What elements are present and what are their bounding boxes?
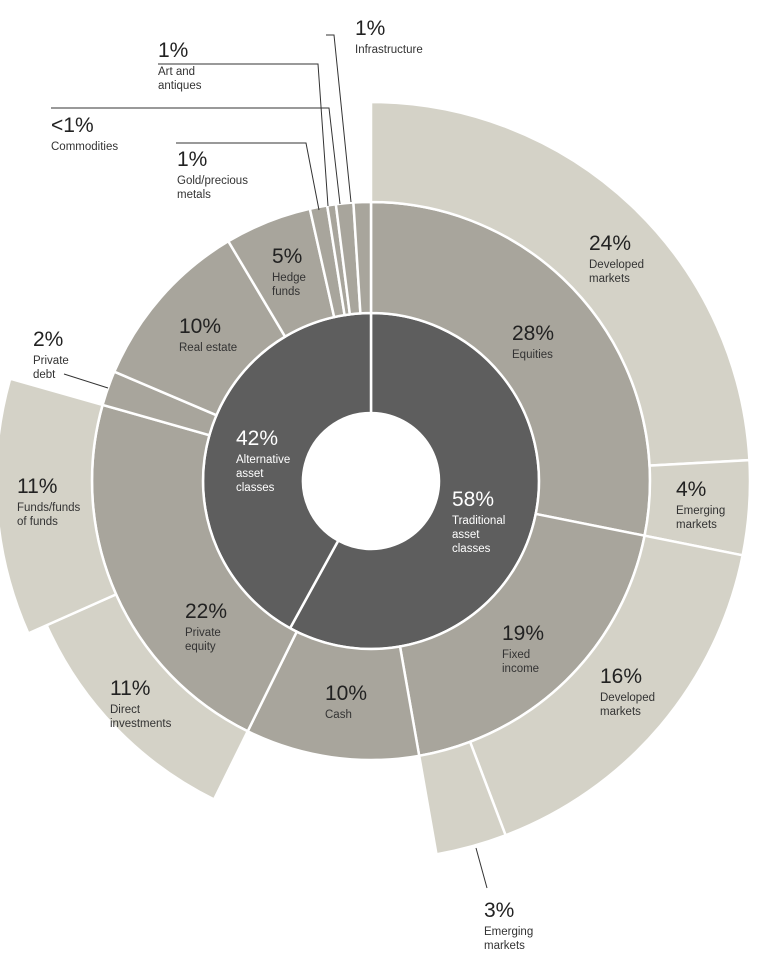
center-hole-circle bbox=[303, 413, 439, 549]
outer-segment-funds-of-funds bbox=[0, 377, 118, 635]
value-label-commodities: <1% bbox=[51, 114, 94, 137]
value-label-private-debt: 2% bbox=[33, 328, 63, 351]
leader-line-art-and-antiques bbox=[158, 63, 329, 207]
middle-label-commodities: <1% Commodities bbox=[51, 114, 118, 153]
category-label-alternative-1: asset bbox=[236, 468, 264, 480]
inner-label-traditional: 58% Traditional asset classes bbox=[452, 488, 505, 555]
leader-line-commodities bbox=[51, 107, 341, 205]
value-label-funds-of-funds: 11% bbox=[17, 475, 57, 498]
value-label-alternative: 42% bbox=[236, 427, 278, 450]
leader-lines bbox=[51, 34, 488, 889]
category-label-fixed-income-developed-1: markets bbox=[600, 706, 641, 718]
value-label-equities-emerging: 4% bbox=[676, 478, 706, 501]
outer-label-fixed-income-emerging: 3% Emerging markets bbox=[484, 899, 533, 952]
value-label-infrastructure: 1% bbox=[355, 17, 385, 40]
category-label-traditional-0: Traditional bbox=[452, 515, 505, 527]
category-label-private-debt-0: Private bbox=[33, 355, 69, 367]
category-label-fixed-income-0: Fixed bbox=[502, 649, 530, 661]
leader-line-gold-precious-metals bbox=[176, 142, 320, 211]
category-label-private-equity-1: equity bbox=[185, 641, 216, 653]
category-label-funds-of-funds-0: Funds/funds bbox=[17, 502, 81, 514]
middle-segment-infrastructure bbox=[352, 200, 373, 315]
outer-label-direct-investments: 11% Direct investments bbox=[110, 677, 172, 730]
category-label-funds-of-funds-1: of funds bbox=[17, 516, 58, 528]
value-label-equities: 28% bbox=[512, 322, 554, 345]
value-label-cash: 10% bbox=[325, 682, 367, 705]
category-label-alternative-0: Alternative bbox=[236, 454, 290, 466]
middle-label-cash: 10% Cash bbox=[325, 682, 367, 721]
category-label-private-debt-1: debt bbox=[33, 369, 56, 381]
value-label-traditional: 58% bbox=[452, 488, 494, 511]
outer-label-funds-of-funds: 11% Funds/funds of funds bbox=[17, 475, 81, 528]
value-label-private-equity: 22% bbox=[185, 600, 227, 623]
value-label-hedge-funds: 5% bbox=[272, 245, 302, 268]
middle-label-fixed-income: 19% Fixed income bbox=[502, 622, 544, 675]
outer-segment-fixed-income-emerging bbox=[417, 740, 508, 856]
value-label-real-estate: 10% bbox=[179, 315, 221, 338]
leader-line-fixed-income-emerging bbox=[475, 847, 488, 889]
outer-label-equities-emerging: 4% Emerging markets bbox=[676, 478, 725, 531]
middle-label-hedge-funds: 5% Hedge funds bbox=[272, 245, 306, 298]
value-label-art-and-antiques: 1% bbox=[158, 39, 188, 62]
value-label-fixed-income-emerging: 3% bbox=[484, 899, 514, 922]
value-label-gold-precious-metals: 1% bbox=[177, 148, 207, 171]
category-label-traditional-2: classes bbox=[452, 543, 491, 555]
middle-label-gold-precious-metals: 1% Gold/precious metals bbox=[177, 148, 248, 201]
leader-line-private-debt bbox=[63, 373, 109, 389]
category-label-fixed-income-developed-0: Developed bbox=[600, 692, 655, 704]
category-label-equities-emerging-0: Emerging bbox=[676, 505, 725, 517]
value-label-direct-investments: 11% bbox=[110, 677, 150, 700]
category-label-fixed-income-emerging-0: Emerging bbox=[484, 926, 533, 938]
category-label-art-and-antiques-0: Art and bbox=[158, 66, 195, 78]
leader-line-infrastructure bbox=[326, 34, 352, 203]
outer-label-equities-developed: 24% Developed markets bbox=[589, 232, 644, 285]
middle-label-art-and-antiques: 1% Art and antiques bbox=[158, 39, 202, 92]
category-label-equities-emerging-1: markets bbox=[676, 519, 717, 531]
category-label-art-and-antiques-1: antiques bbox=[158, 80, 202, 92]
value-label-fixed-income-developed: 16% bbox=[600, 665, 642, 688]
outer-segment-equities-developed bbox=[369, 100, 751, 467]
middle-label-equities: 28% Equities bbox=[512, 322, 554, 361]
outer-label-fixed-income-developed: 16% Developed markets bbox=[600, 665, 655, 718]
category-label-direct-investments-1: investments bbox=[110, 718, 172, 730]
category-label-direct-investments-0: Direct bbox=[110, 704, 141, 716]
category-label-fixed-income-emerging-1: markets bbox=[484, 940, 525, 952]
center-hole bbox=[303, 413, 439, 549]
category-label-gold-precious-metals-0: Gold/precious bbox=[177, 175, 248, 187]
category-label-alternative-2: classes bbox=[236, 482, 275, 494]
category-label-infrastructure-0: Infrastructure bbox=[355, 44, 423, 56]
middle-label-real-estate: 10% Real estate bbox=[179, 315, 237, 354]
segment-labels: 58% Traditional asset classes 42% Alternative… bbox=[17, 17, 725, 952]
category-label-hedge-funds-0: Hedge bbox=[272, 272, 306, 284]
category-label-cash-0: Cash bbox=[325, 709, 352, 721]
inner-label-alternative: 42% Alternative asset classes bbox=[236, 427, 290, 494]
category-label-equities-developed-0: Developed bbox=[589, 259, 644, 271]
outer-ring bbox=[0, 100, 752, 856]
category-label-commodities-0: Commodities bbox=[51, 141, 118, 153]
value-label-fixed-income: 19% bbox=[502, 622, 544, 645]
middle-label-infrastructure: 1% Infrastructure bbox=[355, 17, 423, 56]
category-label-equities-developed-1: markets bbox=[589, 273, 630, 285]
category-label-equities-0: Equities bbox=[512, 349, 553, 361]
category-label-gold-precious-metals-1: metals bbox=[177, 189, 211, 201]
category-label-private-equity-0: Private bbox=[185, 627, 221, 639]
category-label-traditional-1: asset bbox=[452, 529, 480, 541]
value-label-equities-developed: 24% bbox=[589, 232, 631, 255]
category-label-real-estate-0: Real estate bbox=[179, 342, 237, 354]
category-label-hedge-funds-1: funds bbox=[272, 286, 300, 298]
middle-label-private-debt: 2% Private debt bbox=[33, 328, 69, 381]
category-label-fixed-income-1: income bbox=[502, 663, 539, 675]
middle-label-private-equity: 22% Private equity bbox=[185, 600, 227, 653]
